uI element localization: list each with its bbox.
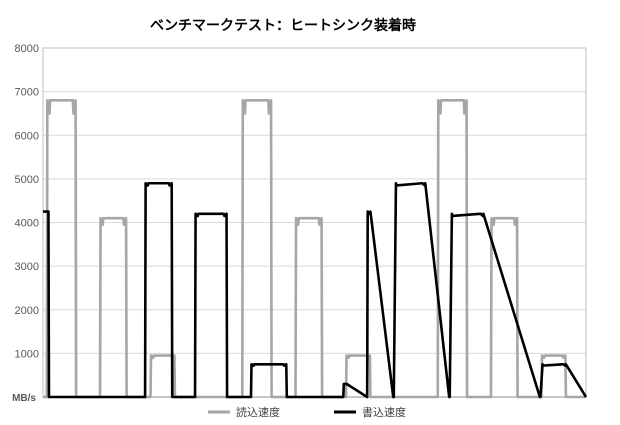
grid-group <box>43 47 586 354</box>
y-tick-label: 8000 <box>15 43 39 55</box>
legend: 読込速度 書込速度 <box>208 405 406 419</box>
chart-title: ベンチマークテスト：ヒートシンク装着時 <box>150 17 416 34</box>
y-tick-label: 3000 <box>15 261 39 273</box>
series-line-1 <box>42 181 588 399</box>
y-tick-label: 4000 <box>15 218 39 230</box>
y-tick-label: 1000 <box>15 348 39 360</box>
y-tick-label: 6000 <box>15 130 39 142</box>
y-tick-label: 2000 <box>15 305 39 317</box>
y-unit-label: MB/s <box>12 393 36 404</box>
legend-label-1: 書込速度 <box>362 405 406 419</box>
series-group <box>42 99 588 399</box>
legend-label-0: 読込速度 <box>236 405 280 419</box>
series-line-0 <box>43 99 586 399</box>
y-tick-label: 5000 <box>15 174 39 186</box>
y-tick-label: 7000 <box>15 87 39 99</box>
